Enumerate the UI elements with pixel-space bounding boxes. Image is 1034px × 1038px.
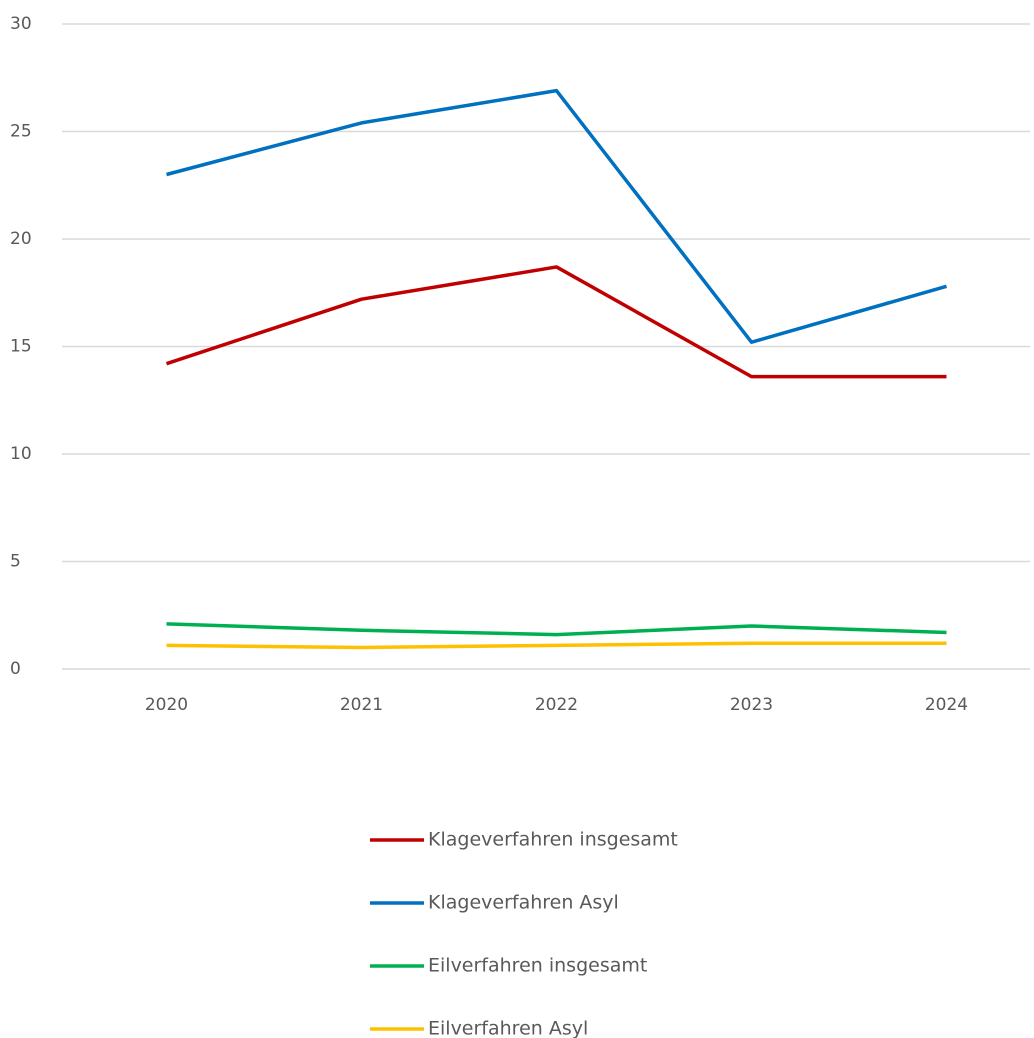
series-line (166, 88, 947, 344)
y-tick-label: 30 (10, 14, 32, 34)
y-tick-label: 0 (10, 659, 21, 679)
series-line (165, 265, 947, 379)
y-tick-label: 15 (10, 337, 32, 357)
legend-label: Eilverfahren insgesamt (428, 955, 647, 977)
x-tick-label: 2022 (535, 695, 578, 715)
legend-label: Klageverfahren insgesamt (428, 829, 678, 851)
series-line (166, 641, 947, 650)
x-tick-label: 2021 (340, 695, 383, 715)
y-tick-label: 25 (10, 122, 32, 142)
y-tick-label: 5 (10, 552, 21, 572)
x-tick-label: 2020 (145, 695, 188, 715)
y-tick-label: 20 (10, 229, 32, 249)
x-tick-label: 2024 (925, 695, 968, 715)
series-line (166, 622, 947, 637)
y-tick-label: 10 (10, 444, 32, 464)
x-tick-label: 2023 (730, 695, 773, 715)
legend-label: Eilverfahren Asyl (428, 1018, 588, 1038)
legend-label: Klageverfahren Asyl (428, 892, 619, 914)
